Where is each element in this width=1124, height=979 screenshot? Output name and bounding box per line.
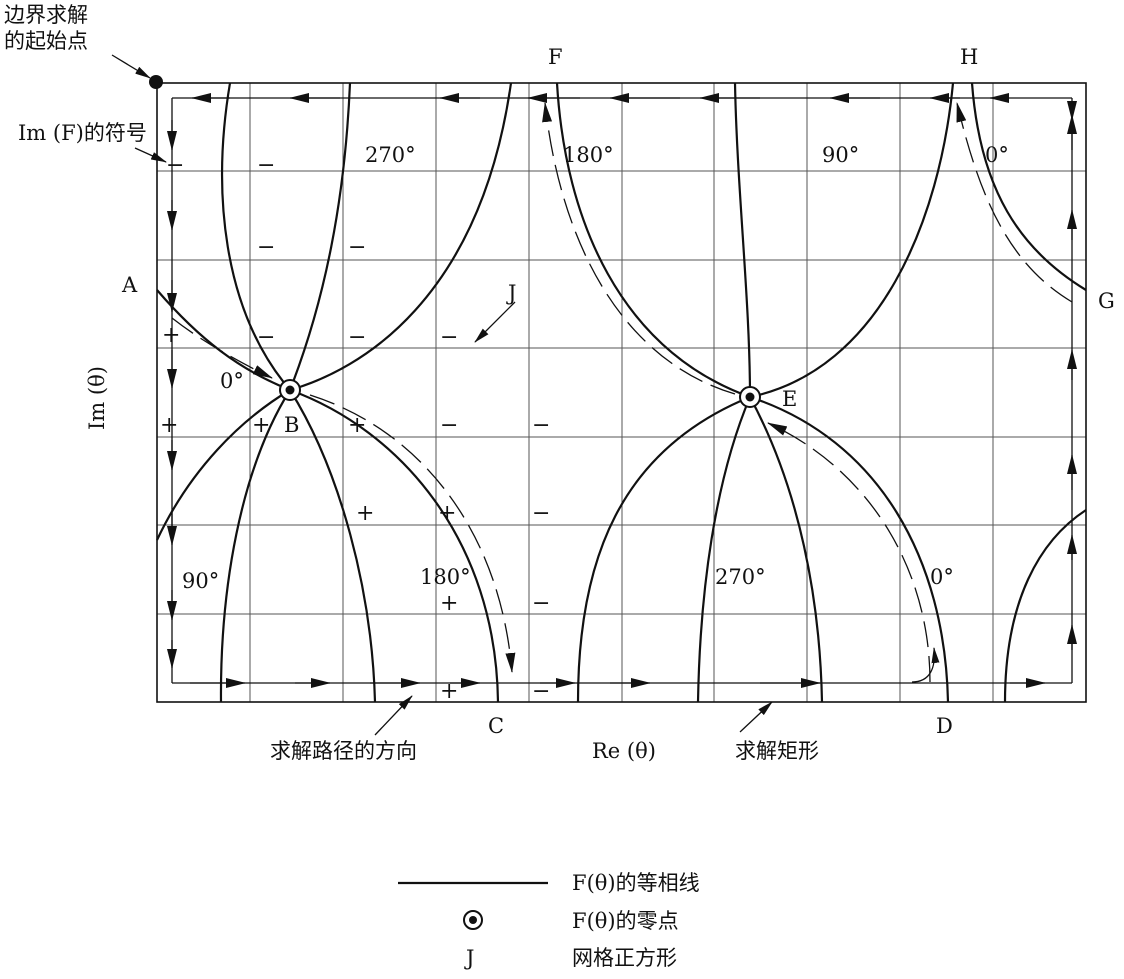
tracking-paths	[171, 102, 1073, 683]
legend: F(θ)的等相线 F(θ)的零点 J 网格正方形	[398, 871, 700, 970]
sign-minus: −	[257, 235, 275, 260]
zero-b	[279, 379, 301, 401]
sign-minus: −	[440, 325, 458, 350]
point-h-label: H	[960, 45, 978, 69]
phase-e-270: 270°	[715, 565, 766, 589]
start-point-dot	[149, 75, 163, 89]
sign-plus: +	[160, 413, 178, 438]
phase-b-90: 90°	[182, 569, 219, 593]
sign-plus: +	[348, 413, 366, 438]
legend-zero-swatch	[463, 910, 483, 930]
phase-b-180: 180°	[420, 565, 471, 589]
sign-minus: −	[532, 591, 550, 616]
solution-rectangle-label: 求解矩形	[735, 739, 819, 763]
sign-plus: +	[440, 679, 458, 704]
phase-e-180: 180°	[563, 143, 614, 167]
sign-minus: −	[257, 325, 275, 350]
boundary-path	[167, 93, 1077, 688]
phase-e-0-upper: 0°	[985, 143, 1009, 167]
sign-minus: −	[348, 325, 366, 350]
point-e-label: E	[782, 387, 797, 411]
contours-near-g	[970, 82, 1087, 703]
point-j-label: J	[506, 281, 516, 305]
sign-markers: − − − − − − − − − − − − + + + + + + + +	[160, 153, 550, 704]
phase-b-0: 0°	[220, 369, 244, 393]
grid-lines	[157, 83, 1086, 702]
point-c-label: C	[488, 714, 504, 738]
point-d-label: D	[936, 714, 953, 738]
legend-contour-label: F(θ)的等相线	[572, 871, 700, 895]
sign-minus: −	[532, 501, 550, 526]
sign-minus: −	[257, 153, 275, 178]
x-axis-label: Re (θ)	[592, 739, 656, 763]
sign-minus: −	[348, 235, 366, 260]
sign-plus: +	[162, 323, 180, 348]
sign-minus: −	[166, 153, 184, 178]
sign-plus: +	[356, 501, 374, 526]
sign-plus: +	[440, 591, 458, 616]
start-point-label-line1: 边界求解	[4, 3, 88, 27]
phase-e-0-lower: 0°	[930, 565, 954, 589]
sign-plus: +	[252, 413, 270, 438]
phase-b-270: 270°	[365, 143, 416, 167]
phase-e-90: 90°	[822, 143, 859, 167]
sign-of-im-label: Im (F)的符号	[18, 121, 147, 145]
sign-plus: +	[438, 501, 456, 526]
path-direction-label: 求解路径的方向	[270, 739, 417, 763]
sign-minus: −	[532, 413, 550, 438]
legend-grid-label: 网格正方形	[572, 946, 677, 970]
point-f-label: F	[548, 45, 563, 69]
y-axis-label: Im (θ)	[85, 366, 109, 430]
point-g-label: G	[1098, 289, 1115, 313]
legend-zero-label: F(θ)的零点	[572, 909, 679, 933]
point-b-label: B	[284, 413, 299, 437]
contours-around-b	[156, 82, 513, 703]
point-a-label: A	[121, 273, 138, 297]
sign-minus: −	[440, 413, 458, 438]
solution-rectangle-frame	[156, 82, 1087, 703]
legend-grid-key: J	[464, 946, 474, 970]
sign-minus: −	[532, 679, 550, 704]
zero-e	[739, 386, 761, 408]
start-point-label-line2: 的起始点	[4, 29, 88, 53]
